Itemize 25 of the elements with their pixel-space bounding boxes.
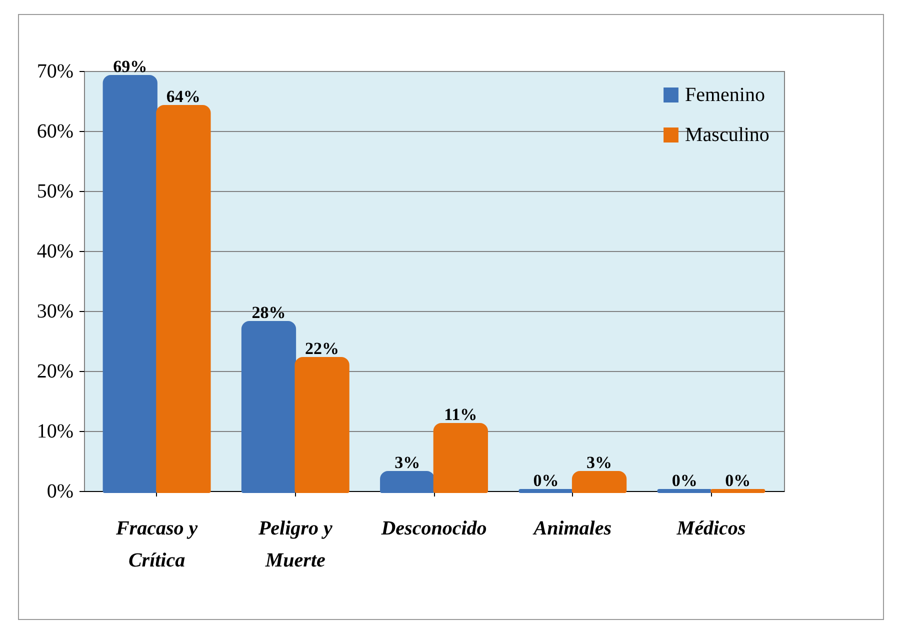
x-tick-label: Peligro y Muerte bbox=[257, 518, 332, 572]
y-tick-label: 70% bbox=[36, 60, 74, 82]
data-label: 64% bbox=[166, 87, 200, 106]
data-label: 3% bbox=[394, 453, 420, 472]
y-tick-label: 20% bbox=[36, 360, 74, 382]
y-tick-label: 30% bbox=[36, 300, 74, 322]
data-label: 3% bbox=[586, 453, 612, 472]
legend-label: Femenino bbox=[685, 84, 765, 106]
y-tick-label: 50% bbox=[36, 180, 74, 202]
y-tick-label: 60% bbox=[36, 120, 74, 142]
data-label: 0% bbox=[725, 471, 751, 490]
y-tick-label: 10% bbox=[36, 420, 74, 442]
x-tick-label: Animales bbox=[532, 518, 612, 540]
x-tick-label: Desconocido bbox=[380, 518, 487, 540]
data-label: 0% bbox=[672, 471, 698, 490]
data-label: 69% bbox=[113, 57, 148, 76]
data-label: 28% bbox=[252, 303, 286, 322]
data-label: 0% bbox=[533, 471, 559, 490]
legend-label: Masculino bbox=[685, 124, 770, 146]
y-tick-label: 0% bbox=[46, 480, 74, 502]
data-label: 11% bbox=[444, 405, 478, 424]
x-tick-label: Médicos bbox=[676, 518, 746, 540]
x-tick-label: Fracaso y Crítica bbox=[114, 518, 198, 572]
data-label: 22% bbox=[305, 339, 340, 358]
y-tick-label: 40% bbox=[36, 240, 74, 262]
